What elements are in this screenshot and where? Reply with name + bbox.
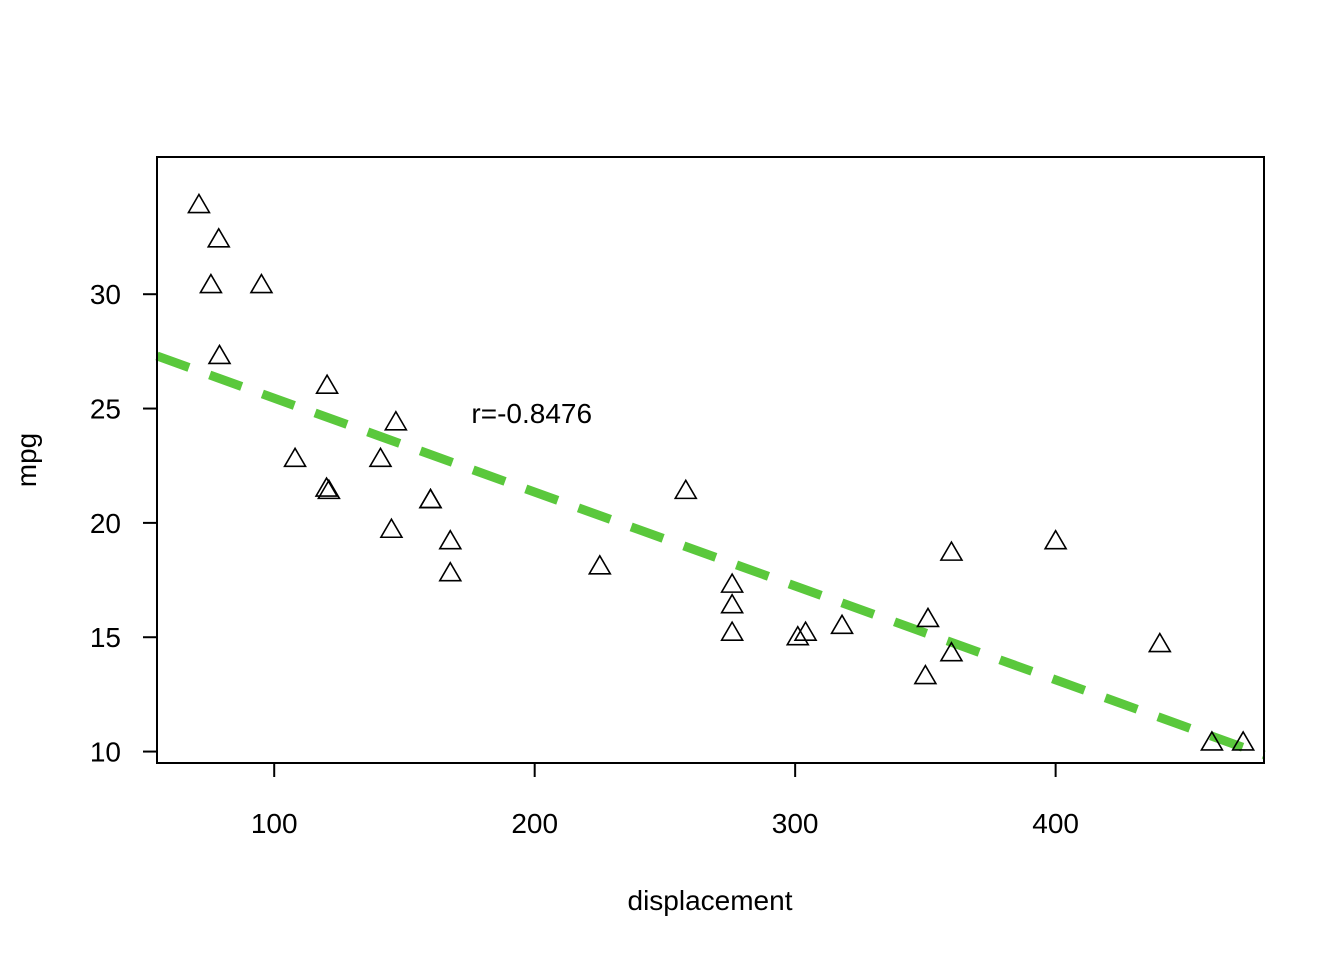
y-tick-label: 20 — [90, 508, 121, 539]
data-point — [720, 593, 745, 614]
data-point — [587, 554, 612, 575]
data-point — [913, 664, 938, 685]
data-point — [187, 192, 211, 214]
y-tick-label: 30 — [90, 279, 121, 310]
data-point — [207, 343, 232, 365]
data-point — [939, 641, 964, 662]
data-point — [830, 613, 854, 635]
y-axis-label: mpg — [11, 433, 42, 487]
data-point — [418, 487, 443, 509]
y-tick-label: 15 — [90, 622, 121, 653]
x-axis: 100 200 300 400 — [251, 762, 1079, 839]
x-tick-label: 300 — [772, 808, 819, 839]
points-layer — [187, 192, 1256, 751]
data-point — [720, 572, 745, 593]
data-point — [793, 620, 818, 641]
plot-frame — [156, 156, 1265, 764]
data-point — [368, 446, 393, 468]
trend-layer — [155, 351, 1266, 760]
trend-line — [155, 351, 1266, 760]
data-point — [785, 625, 810, 646]
data-point — [939, 540, 964, 561]
correlation-annotation: r=-0.8476 — [471, 398, 592, 429]
y-tick-label: 25 — [90, 394, 121, 425]
data-point — [314, 476, 339, 497]
x-tick-label: 400 — [1032, 808, 1079, 839]
data-point — [1200, 730, 1224, 751]
y-tick-label: 10 — [90, 737, 121, 768]
data-point — [379, 517, 404, 539]
data-point — [283, 446, 307, 468]
data-point — [206, 227, 231, 248]
data-point — [199, 272, 223, 294]
data-point — [1043, 529, 1068, 550]
data-point — [317, 478, 341, 500]
data-point — [249, 272, 274, 294]
y-axis: 10 15 20 25 30 — [90, 279, 158, 768]
data-point — [720, 620, 745, 641]
data-point — [438, 529, 463, 550]
x-tick-label: 100 — [251, 808, 298, 839]
x-tick-label: 200 — [511, 808, 558, 839]
x-axis-label: displacement — [628, 885, 793, 916]
data-point — [916, 606, 940, 628]
data-point — [438, 561, 463, 582]
data-point — [1147, 631, 1172, 653]
data-point — [315, 373, 339, 394]
data-point — [673, 478, 698, 500]
data-point — [383, 410, 408, 431]
data-point — [1231, 730, 1256, 751]
data-point — [418, 487, 443, 509]
